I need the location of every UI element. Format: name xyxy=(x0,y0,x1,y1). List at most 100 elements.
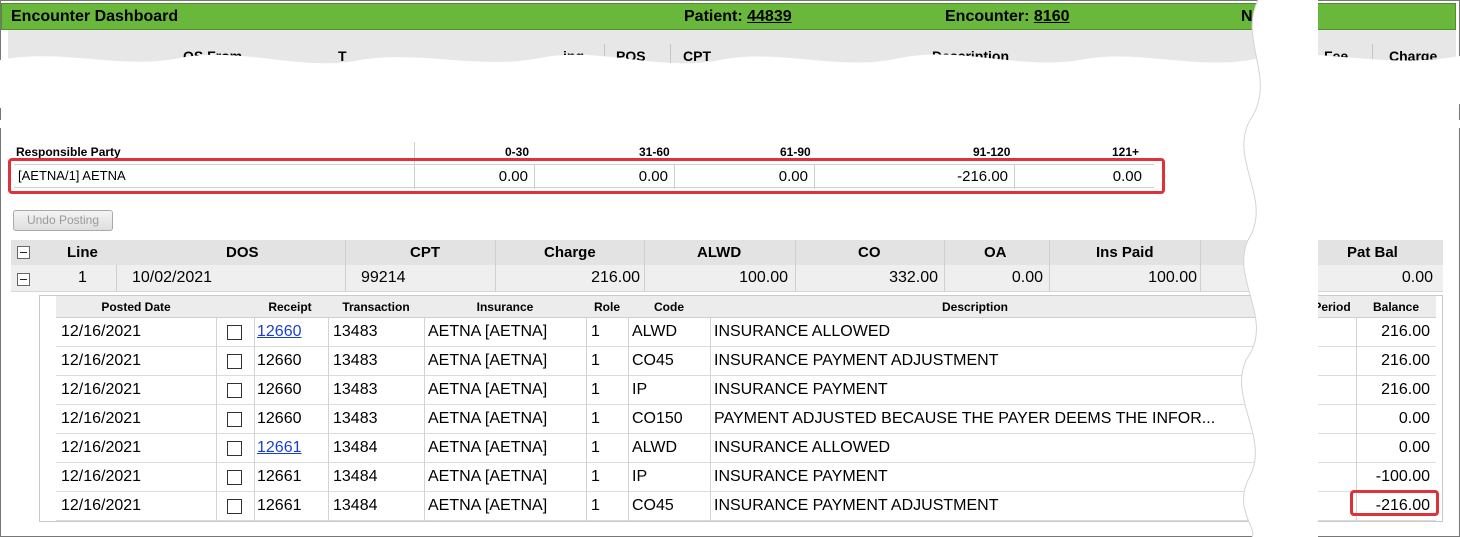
detail-transaction: 13484 xyxy=(333,468,378,485)
detail-code: ALWD xyxy=(632,439,678,456)
cell-divider xyxy=(710,463,711,492)
receipt-link[interactable]: 12660 xyxy=(257,323,302,340)
undo-posting-button[interactable]: Undo Posting xyxy=(13,210,113,231)
col-insurance: Insurance xyxy=(476,300,534,314)
col-divider xyxy=(1372,44,1373,66)
cell-divider xyxy=(328,463,329,492)
collapse-line-toggle-icon[interactable] xyxy=(17,273,30,286)
line-co: 332.00 xyxy=(889,269,938,286)
cell-divider xyxy=(1356,405,1357,434)
cell-divider xyxy=(328,318,329,347)
detail-receipt: 12661 xyxy=(257,468,302,485)
row-select-checkbox[interactable] xyxy=(227,441,242,456)
cell-divider xyxy=(628,434,629,463)
cell-divider xyxy=(628,463,629,492)
cell-divider xyxy=(710,492,711,521)
cell-divider xyxy=(254,347,255,376)
aging-value-121-plus: 0.00 xyxy=(1014,165,1148,189)
cell-divider xyxy=(254,492,255,521)
receipt-link[interactable]: 12661 xyxy=(257,439,302,456)
col-line: Line xyxy=(67,244,98,261)
col-role: Role xyxy=(593,300,620,314)
col-alwd: ALWD xyxy=(697,244,742,261)
col-ins-paid: Ins Paid xyxy=(1096,244,1154,261)
detail-transaction: 13483 xyxy=(333,410,378,427)
detail-balance: 0.00 xyxy=(1398,439,1430,456)
col-co: CO xyxy=(858,244,881,261)
cell-divider xyxy=(1356,347,1357,376)
detail-role: 1 xyxy=(591,439,600,456)
cell-divider xyxy=(1356,434,1357,463)
cell-divider xyxy=(328,405,329,434)
line-grid-header: Line DOS CPT Charge ALWD CO OA Ins Paid … xyxy=(11,240,1443,265)
detail-balance: 216.00 xyxy=(1381,381,1430,398)
row-select-checkbox[interactable] xyxy=(227,499,242,514)
detail-receipt: 12660 xyxy=(257,352,302,369)
row-select-checkbox[interactable] xyxy=(227,325,242,340)
encounter-id-link[interactable]: 8160 xyxy=(1033,8,1070,25)
line-divider xyxy=(1200,240,1201,292)
detail-posted-date: 12/16/2021 xyxy=(61,497,142,514)
encounter-label: Encounter: 8160 xyxy=(945,8,1070,25)
collapse-all-toggle-icon[interactable] xyxy=(17,246,30,259)
detail-code: IP xyxy=(632,381,648,398)
detail-row[interactable]: 12/16/2021 12660 13483 AETNA [AETNA] 1 IP INSU… xyxy=(56,376,1436,405)
detail-row[interactable]: 12/16/2021 12660 13483 AETNA [AETNA] 1 CO150 P… xyxy=(56,405,1436,434)
detail-insurance: AETNA [AETNA] xyxy=(428,439,548,456)
line-grid-row[interactable]: 1 10/02/2021 99214 216.00 100.00 332.00 … xyxy=(11,265,1443,292)
line-divider xyxy=(1049,240,1050,292)
cell-divider xyxy=(710,347,711,376)
detail-transaction: 13483 xyxy=(333,323,378,340)
detail-balance: -216.00 xyxy=(1375,497,1430,514)
detail-row[interactable]: 12/16/2021 12661 13484 AETNA [AETNA] 1 IP INSU… xyxy=(56,463,1436,492)
col-balance: Balance xyxy=(1372,300,1420,314)
col-cpt: CPT xyxy=(683,48,711,64)
cell-divider xyxy=(424,347,425,376)
cell-divider xyxy=(328,376,329,405)
row-select-checkbox[interactable] xyxy=(227,383,242,398)
detail-row[interactable]: 12/16/2021 12661 13484 AETNA [AETNA] 1 ALWD IN… xyxy=(56,434,1436,463)
detail-code: IP xyxy=(632,468,648,485)
row-select-checkbox[interactable] xyxy=(227,354,242,369)
detail-role: 1 xyxy=(591,468,600,485)
aging-value-31-60: 0.00 xyxy=(534,165,674,189)
detail-role: 1 xyxy=(591,410,600,427)
detail-row[interactable]: 12/16/2021 12661 13484 AETNA [AETNA] 1 CO45 IN… xyxy=(56,492,1436,521)
line-divider xyxy=(345,240,346,292)
detail-posted-date: 12/16/2021 xyxy=(61,468,142,485)
detail-code: CO45 xyxy=(632,497,674,514)
page-title: Encounter Dashboard xyxy=(11,8,179,25)
detail-row[interactable]: 12/16/2021 12660 13483 AETNA [AETNA] 1 ALWD IN… xyxy=(56,318,1436,347)
detail-posted-date: 12/16/2021 xyxy=(61,323,142,340)
cell-divider xyxy=(586,347,587,376)
cell-divider xyxy=(424,463,425,492)
detail-row[interactable]: 12/16/2021 12660 13483 AETNA [AETNA] 1 CO45 IN… xyxy=(56,347,1436,376)
detail-receipt: 12661 xyxy=(257,497,302,514)
detail-transaction: 13484 xyxy=(333,497,378,514)
cell-divider xyxy=(1356,463,1357,492)
col-dos: DOS xyxy=(226,244,259,261)
cell-divider xyxy=(586,318,587,347)
detail-insurance: AETNA [AETNA] xyxy=(428,323,548,340)
cell-divider xyxy=(586,376,587,405)
patient-id-link[interactable]: 44839 xyxy=(747,8,792,25)
aging-header-0-30: 0-30 xyxy=(505,145,530,159)
line-divider xyxy=(495,240,496,292)
col-cpt: CPT xyxy=(410,244,440,261)
col-oa: OA xyxy=(984,244,1007,261)
detail-insurance: AETNA [AETNA] xyxy=(428,497,548,514)
row-select-checkbox[interactable] xyxy=(227,412,242,427)
right-gap xyxy=(1300,0,1356,537)
detail-role: 1 xyxy=(591,497,600,514)
col-charge: Charge xyxy=(544,244,596,261)
responsible-party-name: [AETNA/1] AETNA xyxy=(18,168,126,183)
partial-header-label: N xyxy=(1241,8,1253,25)
line-alwd: 100.00 xyxy=(739,269,788,286)
cell-divider xyxy=(628,376,629,405)
cell-divider xyxy=(216,434,217,463)
partial-charge-value: 216.0 xyxy=(90,92,126,108)
patient-label: Patient: 44839 xyxy=(684,8,792,25)
cell-divider xyxy=(586,463,587,492)
cell-divider xyxy=(424,405,425,434)
row-select-checkbox[interactable] xyxy=(227,470,242,485)
